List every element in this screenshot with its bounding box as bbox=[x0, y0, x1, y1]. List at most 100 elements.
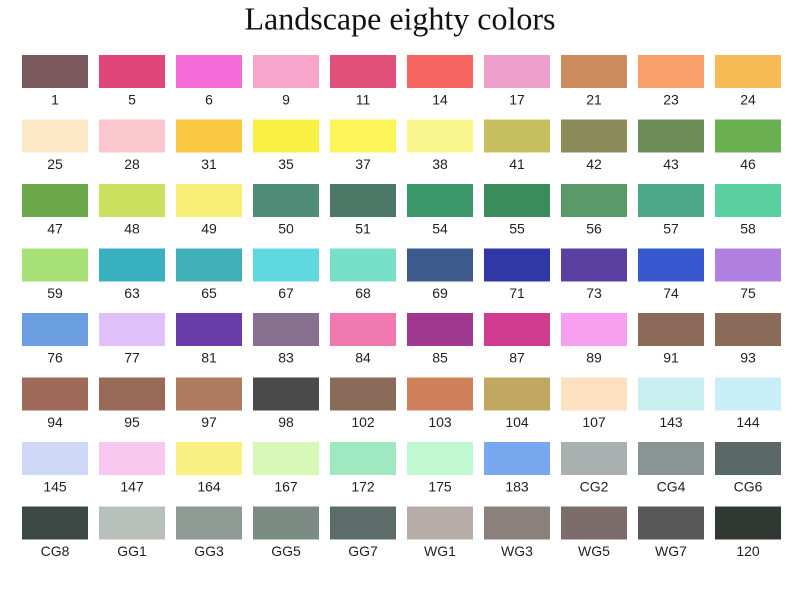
color-swatch bbox=[638, 506, 704, 540]
color-swatch bbox=[715, 119, 781, 153]
swatch-label: 172 bbox=[351, 479, 375, 495]
swatch-label: 55 bbox=[509, 221, 525, 237]
swatch-label: 74 bbox=[663, 285, 679, 301]
swatch-label: GG7 bbox=[348, 543, 378, 559]
swatch-label: 94 bbox=[47, 414, 63, 430]
swatch-label: 11 bbox=[356, 92, 371, 108]
swatch-label: 28 bbox=[124, 156, 140, 172]
swatch-label: 104 bbox=[505, 414, 529, 430]
swatch-label: 47 bbox=[47, 221, 63, 237]
swatch-label: 164 bbox=[197, 479, 221, 495]
color-swatch bbox=[484, 506, 550, 540]
color-swatch bbox=[330, 184, 396, 217]
color-swatch bbox=[176, 55, 242, 88]
color-swatch bbox=[715, 248, 781, 282]
swatch-label: 76 bbox=[47, 350, 63, 366]
color-swatch bbox=[638, 377, 704, 411]
color-swatch bbox=[638, 248, 704, 282]
swatch-label: CG8 bbox=[41, 543, 70, 559]
swatch-label: GG1 bbox=[117, 543, 147, 559]
swatch-label: 56 bbox=[586, 221, 602, 237]
color-swatch bbox=[176, 184, 242, 217]
swatch-label: 1 bbox=[51, 92, 59, 108]
color-swatch bbox=[638, 313, 704, 346]
swatch-label: 35 bbox=[278, 156, 294, 172]
color-swatch bbox=[561, 248, 627, 282]
color-swatch bbox=[253, 313, 319, 346]
swatch-label: 93 bbox=[740, 350, 756, 366]
color-swatch bbox=[561, 377, 627, 411]
color-swatch bbox=[176, 506, 242, 540]
swatch-label: WG3 bbox=[501, 543, 533, 559]
swatch-label: WG5 bbox=[578, 543, 610, 559]
swatch-label: GG3 bbox=[194, 543, 224, 559]
swatch-label: 57 bbox=[663, 221, 679, 237]
swatch-label: 14 bbox=[432, 92, 448, 108]
color-swatch bbox=[330, 377, 396, 411]
color-swatch bbox=[330, 119, 396, 153]
swatch-label: 95 bbox=[124, 414, 140, 430]
swatch-label: 147 bbox=[120, 479, 144, 495]
color-swatch bbox=[561, 506, 627, 540]
color-swatch bbox=[99, 55, 165, 88]
swatch-label: 145 bbox=[43, 479, 67, 495]
swatch-label: CG6 bbox=[734, 479, 763, 495]
color-swatch bbox=[484, 55, 550, 88]
swatch-label: WG7 bbox=[655, 543, 687, 559]
color-swatch bbox=[99, 506, 165, 540]
color-swatch bbox=[253, 55, 319, 88]
color-swatch bbox=[484, 377, 550, 411]
swatch-label: 68 bbox=[355, 285, 371, 301]
color-swatch bbox=[407, 313, 473, 346]
color-swatch bbox=[407, 55, 473, 88]
color-swatch bbox=[484, 119, 550, 153]
swatch-label: 37 bbox=[355, 156, 371, 172]
swatch-label: 50 bbox=[278, 221, 294, 237]
color-swatch bbox=[99, 313, 165, 346]
swatch-label: 43 bbox=[663, 156, 679, 172]
swatch-label: 24 bbox=[740, 92, 756, 108]
swatch-label: 21 bbox=[586, 92, 602, 108]
swatch-label: 87 bbox=[509, 350, 525, 366]
swatch-label: 54 bbox=[432, 221, 448, 237]
color-swatch bbox=[176, 377, 242, 411]
swatch-label: 41 bbox=[509, 156, 525, 172]
swatch-label: 23 bbox=[663, 92, 679, 108]
swatch-label: 73 bbox=[586, 285, 602, 301]
swatch-label: 97 bbox=[201, 414, 217, 430]
color-swatch bbox=[407, 248, 473, 282]
color-swatch bbox=[176, 119, 242, 153]
color-swatch bbox=[561, 442, 627, 475]
color-swatch bbox=[715, 377, 781, 411]
swatch-label: 167 bbox=[274, 479, 298, 495]
swatch-label: 59 bbox=[47, 285, 63, 301]
color-swatch bbox=[407, 506, 473, 540]
color-swatch bbox=[715, 55, 781, 88]
swatch-label: 46 bbox=[740, 156, 756, 172]
swatch-label: 69 bbox=[432, 285, 448, 301]
swatch-label: 103 bbox=[428, 414, 452, 430]
swatch-label: 107 bbox=[582, 414, 606, 430]
swatch-label: 49 bbox=[201, 221, 217, 237]
color-swatch bbox=[99, 119, 165, 153]
color-swatch bbox=[22, 313, 88, 346]
swatch-label: 89 bbox=[586, 350, 602, 366]
color-swatch bbox=[22, 506, 88, 540]
color-swatch bbox=[330, 248, 396, 282]
swatch-label: 51 bbox=[355, 221, 371, 237]
swatch-label: 9 bbox=[282, 92, 290, 108]
color-swatch bbox=[330, 442, 396, 475]
swatch-label: 48 bbox=[124, 221, 140, 237]
color-swatch bbox=[99, 184, 165, 217]
swatch-label: 98 bbox=[278, 414, 294, 430]
color-swatch bbox=[330, 506, 396, 540]
color-swatch bbox=[330, 313, 396, 346]
color-swatch bbox=[561, 55, 627, 88]
swatch-label: 75 bbox=[740, 285, 756, 301]
color-swatch bbox=[715, 313, 781, 346]
swatch-label: 83 bbox=[278, 350, 294, 366]
color-swatch bbox=[484, 313, 550, 346]
swatch-label: 38 bbox=[432, 156, 448, 172]
